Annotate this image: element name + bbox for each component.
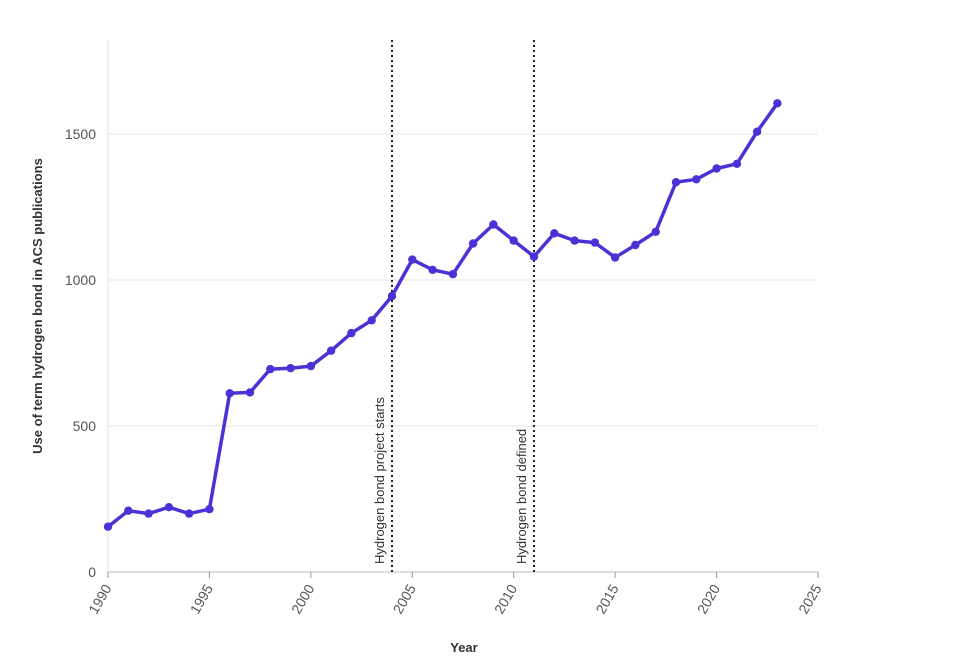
data-point [103,522,113,531]
axes: 0 500 1000 1500 1990 1995 2000 2005 2010 2015 2020… [65,40,825,616]
data-point [225,389,234,398]
data-point [387,291,397,301]
data-point [590,238,600,247]
data-point [529,252,539,261]
x-tick-label: 2005 [389,581,419,616]
data-point [245,388,255,397]
data-point [266,364,275,374]
data-point [570,236,579,245]
data-point [651,227,660,236]
x-tick-label: 1995 [187,581,217,616]
x-tick-label: 2025 [795,581,825,616]
x-tick-label: 1990 [85,581,115,616]
data-point [306,361,316,371]
gridlines [108,133,818,573]
data-point [326,346,336,355]
y-axis-title: Use of term hydrogen bond in ACS publica… [30,158,45,454]
data-point [367,316,376,325]
data-point [692,175,701,184]
x-tick-label: 2000 [288,581,318,616]
data-point [631,240,640,250]
data-point [205,505,214,514]
data-point [509,236,518,245]
data-point [752,127,762,136]
data-point [732,159,742,168]
data-point [144,509,153,518]
x-tick-label: 2010 [491,581,521,616]
series [103,99,782,531]
data-point [184,509,194,518]
data-point [489,220,498,229]
x-axis-title: Year [450,640,477,655]
data-point [286,364,295,373]
data-point [773,99,782,108]
annotation-label: Hydrogen bond defined [514,429,529,564]
annotations: Hydrogen bond project starts Hydrogen bon… [372,40,535,572]
data-point [408,255,417,264]
data-point [428,265,437,274]
data-point [610,253,620,262]
y-tick-label: 1000 [65,272,96,288]
data-point [550,229,559,238]
y-tick-label: 0 [88,564,96,580]
data-point [468,239,478,248]
annotation-label: Hydrogen bond project starts [372,397,387,564]
data-point [712,164,721,173]
data-point [448,270,458,279]
y-tick-label: 1500 [65,126,96,142]
series-line [106,101,780,529]
data-point [347,328,356,338]
data-point [124,506,133,515]
data-point [671,178,681,187]
x-tick-label: 2020 [694,581,724,616]
data-point [164,503,174,512]
y-tick-label: 500 [73,418,97,434]
x-tick-label: 2015 [592,581,622,616]
